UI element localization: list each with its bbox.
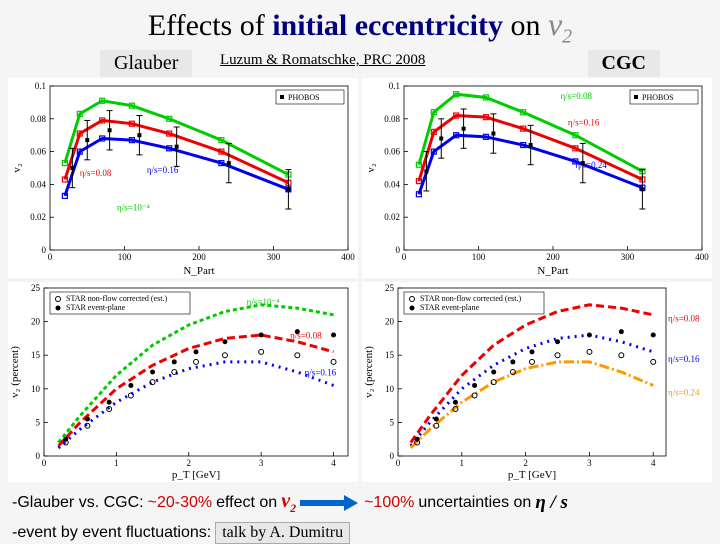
svg-text:η/s=10⁻⁴: η/s=10⁻⁴ [247, 297, 280, 307]
svg-text:0.06: 0.06 [30, 147, 46, 157]
chart-top-right: 0 100 200 300 400 0 0.02 0.04 0.06 0.08 0.1 N_Part v… [362, 78, 712, 278]
svg-text:5: 5 [36, 418, 41, 428]
svg-text:PHOBOS: PHOBOS [288, 93, 320, 102]
svg-text:20: 20 [385, 317, 395, 327]
svg-text:200: 200 [192, 252, 206, 262]
svg-text:v₂: v₂ [365, 164, 377, 174]
svg-text:400: 400 [695, 252, 709, 262]
svg-text:η/s=10⁻⁴: η/s=10⁻⁴ [117, 203, 150, 213]
svg-text:0: 0 [402, 252, 407, 262]
svg-text:η/s=0.08: η/s=0.08 [560, 92, 592, 102]
svg-text:0.1: 0.1 [389, 81, 400, 91]
svg-text:2: 2 [187, 458, 192, 468]
bottom-text: -Glauber vs. CGC: ~20-30% effect on v2 ~… [0, 482, 720, 544]
svg-text:400: 400 [341, 252, 355, 262]
svg-text:4: 4 [331, 458, 336, 468]
svg-text:0.02: 0.02 [384, 213, 400, 223]
glauber-label: Glauber [100, 50, 192, 77]
v2-symbol: v2 [281, 490, 296, 516]
talk-ref: talk by A. Dumitru [215, 522, 350, 544]
svg-text:25: 25 [31, 283, 41, 293]
svg-text:5: 5 [390, 418, 395, 428]
svg-text:0: 0 [396, 458, 401, 468]
svg-text:η/s=0.08: η/s=0.08 [668, 314, 700, 324]
svg-text:STAR event-plane: STAR event-plane [420, 303, 480, 312]
svg-text:η/s=0.16: η/s=0.16 [305, 368, 337, 378]
svg-text:N_Part: N_Part [183, 265, 214, 277]
svg-text:100: 100 [118, 252, 132, 262]
svg-text:0: 0 [390, 451, 395, 461]
title-v2: v2 [548, 6, 572, 42]
svg-text:η/s=0.24: η/s=0.24 [668, 388, 700, 398]
svg-text:1: 1 [114, 458, 119, 468]
svg-text:0: 0 [42, 458, 47, 468]
title-pre: Effects of [148, 9, 272, 42]
svg-text:v₂ (percent): v₂ (percent) [363, 346, 375, 398]
svg-text:0.06: 0.06 [384, 147, 400, 157]
svg-text:0: 0 [36, 451, 41, 461]
svg-text:STAR non-flow corrected (est.): STAR non-flow corrected (est.) [66, 294, 167, 303]
svg-text:3: 3 [587, 458, 592, 468]
chart-bot-right: 0 1 2 3 4 0 5 10 15 20 25 p_T [GeV] v₂ (percent) STAR… [362, 282, 712, 482]
svg-text:0.08: 0.08 [384, 114, 400, 124]
chart-grid: 010020030040000.020.040.060.080.1N_Partv… [0, 78, 720, 482]
svg-text:15: 15 [385, 351, 395, 361]
svg-text:0.04: 0.04 [30, 180, 46, 190]
svg-text:0.08: 0.08 [30, 114, 46, 124]
title-post: on [503, 9, 541, 42]
svg-text:300: 300 [621, 252, 635, 262]
labels-row: Glauber Luzum & Romatschke, PRC 2008 CGC [0, 50, 720, 78]
svg-text:2: 2 [523, 458, 528, 468]
arrow-icon [300, 496, 360, 510]
svg-text:η/s=0.08: η/s=0.08 [80, 169, 112, 179]
svg-text:300: 300 [267, 252, 281, 262]
svg-text:100: 100 [472, 252, 486, 262]
svg-text:p_T [GeV]: p_T [GeV] [172, 469, 220, 481]
bottom-line-2: -event by event fluctuations: talk by A.… [12, 522, 708, 544]
svg-text:4: 4 [651, 458, 656, 468]
citation: Luzum & Romatschke, PRC 2008 [220, 52, 425, 69]
svg-text:0.02: 0.02 [30, 213, 46, 223]
cgc-label: CGC [588, 50, 660, 77]
slide-title: Effects of initial eccentricity on v2 [0, 0, 720, 50]
svg-text:0: 0 [396, 245, 401, 255]
svg-text:STAR non-flow corrected (est.): STAR non-flow corrected (est.) [420, 294, 521, 303]
svg-text:η/s=0.16: η/s=0.16 [568, 118, 600, 128]
chart-bot-left: 0 1 2 3 4 0 5 10 15 20 25 p_T [GeV] v₂ (percent) η/s=… [8, 282, 358, 482]
svg-text:10: 10 [385, 384, 395, 394]
svg-text:3: 3 [259, 458, 264, 468]
svg-text:0: 0 [42, 245, 47, 255]
svg-text:N_Part: N_Part [537, 265, 568, 277]
svg-text:0.1: 0.1 [35, 81, 46, 91]
svg-text:p_T [GeV]: p_T [GeV] [508, 469, 556, 481]
svg-text:η/s=0.16: η/s=0.16 [668, 354, 700, 364]
svg-text:15: 15 [31, 351, 41, 361]
svg-text:PHOBOS: PHOBOS [642, 93, 674, 102]
svg-text:0: 0 [48, 252, 53, 262]
svg-text:200: 200 [546, 252, 560, 262]
svg-text:10: 10 [31, 384, 41, 394]
svg-text:η/s=0.24: η/s=0.24 [575, 160, 607, 170]
svg-text:25: 25 [385, 283, 395, 293]
title-em: initial eccentricity [272, 9, 503, 42]
svg-text:0.04: 0.04 [384, 180, 400, 190]
bottom-line-1: -Glauber vs. CGC: ~20-30% effect on v2 ~… [12, 490, 708, 516]
svg-text:v₂ (percent): v₂ (percent) [9, 346, 21, 398]
svg-text:20: 20 [31, 317, 41, 327]
svg-text:v₂: v₂ [11, 164, 23, 174]
svg-text:1: 1 [460, 458, 465, 468]
eta-over-s: η / s [535, 492, 568, 514]
chart-top-left: 0 100 200 300 400 0 0.02 0.04 0.06 0.08 0.1 N_Part v… [8, 78, 358, 278]
svg-text:STAR event-plane: STAR event-plane [66, 303, 126, 312]
